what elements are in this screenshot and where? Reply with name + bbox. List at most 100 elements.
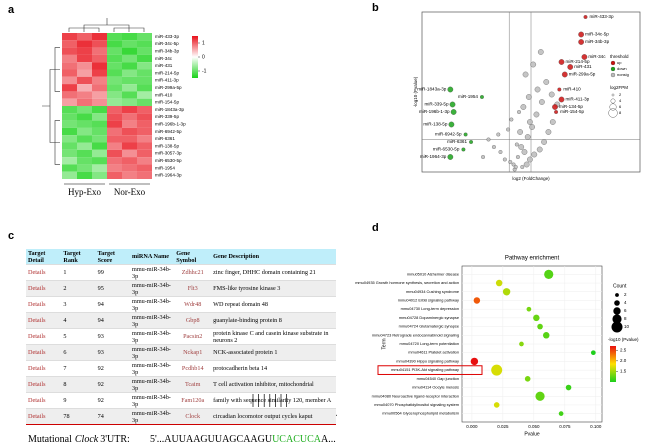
row-label: miR-299a-5p	[155, 85, 182, 90]
colorbar-title: -log10 (Pvalue)	[608, 337, 639, 342]
volcano-point	[581, 54, 588, 60]
point-label: miR-1954	[458, 94, 478, 99]
heatmap-cell	[122, 62, 137, 70]
bubble	[535, 391, 545, 401]
heatmap-cell	[137, 113, 152, 121]
heatmap-cell	[92, 149, 107, 158]
heatmap-cell	[62, 157, 77, 165]
term-label: mmu04070 Phosphatidylinositol signaling …	[374, 402, 459, 407]
heatmap-cell	[107, 164, 122, 172]
colorbar-label: 1	[202, 40, 205, 46]
group-label: Nor-Exo	[114, 187, 146, 197]
size-legend-label: 8	[619, 110, 622, 115]
table-cell: 94	[95, 296, 131, 313]
panel-label: a	[8, 4, 15, 16]
size-legend-label: 8	[624, 316, 627, 321]
table-cell: mmu-miR-34b-3p	[130, 408, 175, 425]
table-cell: mmu-miR-34b-3p	[130, 376, 175, 393]
row-label: miR-154-5p	[155, 100, 179, 105]
table-cell: WD repeat domain 48	[211, 296, 336, 313]
row-label: miR-196b-1-3p	[155, 121, 186, 126]
table-cell: 99	[95, 264, 131, 281]
sequence-part: 3'UTR:	[100, 434, 130, 445]
volcano-point	[514, 142, 519, 147]
heatmap-cell	[122, 149, 137, 158]
volcano-point	[524, 134, 531, 140]
header-cell: Gene Description	[211, 249, 336, 265]
header-cell: Target Score	[95, 249, 131, 265]
point-label: miR-196b-1-3p	[419, 109, 450, 114]
volcano-point	[534, 86, 541, 93]
heatmap-cell	[137, 149, 152, 158]
heatmap-cell	[77, 106, 92, 114]
heatmap-cell	[77, 164, 92, 172]
x-tick-label: 0.000	[466, 424, 478, 429]
table-cell: Tcaim	[174, 376, 212, 393]
term-label: mmu04012 ErbB signaling pathway	[398, 298, 459, 303]
heatmap-cell	[62, 127, 77, 136]
volcano-point	[486, 137, 491, 142]
term-label: mmu04540 Gap junction	[417, 376, 459, 381]
bubble	[519, 341, 524, 347]
heatmap-cell	[92, 47, 107, 55]
table-cell: family with sequence similarity 120, mem…	[211, 392, 336, 409]
heatmap-cell	[92, 120, 107, 128]
row-label: miR-411-3p	[155, 78, 179, 83]
table-cell: Flt3	[174, 280, 212, 297]
heatmap-cell	[137, 164, 152, 172]
volcano-point	[578, 39, 584, 45]
point-label: miR-6530-5p	[433, 147, 460, 152]
table-cell: mmu-miR-34b-3p	[130, 392, 175, 409]
heatmap-cell	[77, 40, 92, 48]
table-cell: mmu-miR-34b-3p	[130, 296, 175, 313]
table-cell: 8	[61, 376, 96, 393]
heatmap-cell	[122, 84, 137, 92]
size-legend-label: 6	[624, 308, 627, 313]
row-label: miR-1964-3p	[155, 173, 182, 178]
heatmap-cell	[137, 142, 152, 150]
point-label: miR-1843a-3p	[417, 87, 447, 92]
volcano-point	[529, 124, 535, 130]
table-cell: 6	[61, 344, 96, 361]
table-cell: Zdhhc21	[174, 264, 212, 281]
legend-swatch	[610, 72, 616, 78]
table-row: Details 6 93 mmu-miR-34b-3p Nckap1 NCK-associ…	[26, 344, 336, 361]
table-cell: protocadherin beta 14	[211, 360, 336, 377]
row-label: miR-410	[155, 92, 173, 97]
table-row: Details 7 92 mmu-miR-34b-3p Pcdhb14 protocadh…	[26, 360, 336, 377]
row-label: miR-34c-5p	[155, 41, 179, 46]
volcano-point	[561, 71, 568, 78]
legend-entry: down	[617, 66, 627, 71]
legend-swatch	[610, 60, 616, 66]
table-cell: protein kinase C and casein kinase subst…	[211, 328, 336, 345]
volcano-point	[517, 129, 523, 135]
table-cell: 78	[61, 408, 96, 425]
heatmap-cell	[107, 91, 122, 99]
table-row: Details 4 94 mmu-miR-34b-3p Gbp8 guanylate-bi…	[26, 312, 336, 329]
heatmap-cell	[77, 157, 92, 165]
heatmap-cell	[77, 127, 92, 136]
volcano-point	[448, 121, 455, 128]
table-cell: 92	[95, 360, 131, 377]
size-legend-mark	[615, 293, 619, 297]
header-cell: miRNA Name	[130, 249, 175, 265]
size-legend-label: 2	[619, 92, 622, 97]
size-legend-title: log2FPM	[610, 85, 628, 90]
volcano-point	[543, 79, 550, 85]
bubble	[524, 376, 531, 382]
size-legend-label: 6	[619, 104, 622, 109]
point-label: miR-410	[563, 87, 581, 92]
heatmap-cell	[92, 33, 107, 41]
row-label: miR-431	[155, 63, 173, 68]
volcano-point	[498, 150, 503, 154]
heatmap-cell	[107, 157, 122, 165]
heatmap-cell	[92, 157, 107, 165]
volcano-point	[480, 95, 484, 99]
table-cell: 7	[61, 360, 96, 377]
colorbar	[192, 36, 198, 78]
heatmap-cell	[92, 171, 107, 179]
heatmap-cell	[122, 171, 137, 179]
bubble	[542, 332, 550, 339]
table-cell: Details	[26, 280, 62, 297]
colorbar-label: 0	[202, 54, 205, 60]
